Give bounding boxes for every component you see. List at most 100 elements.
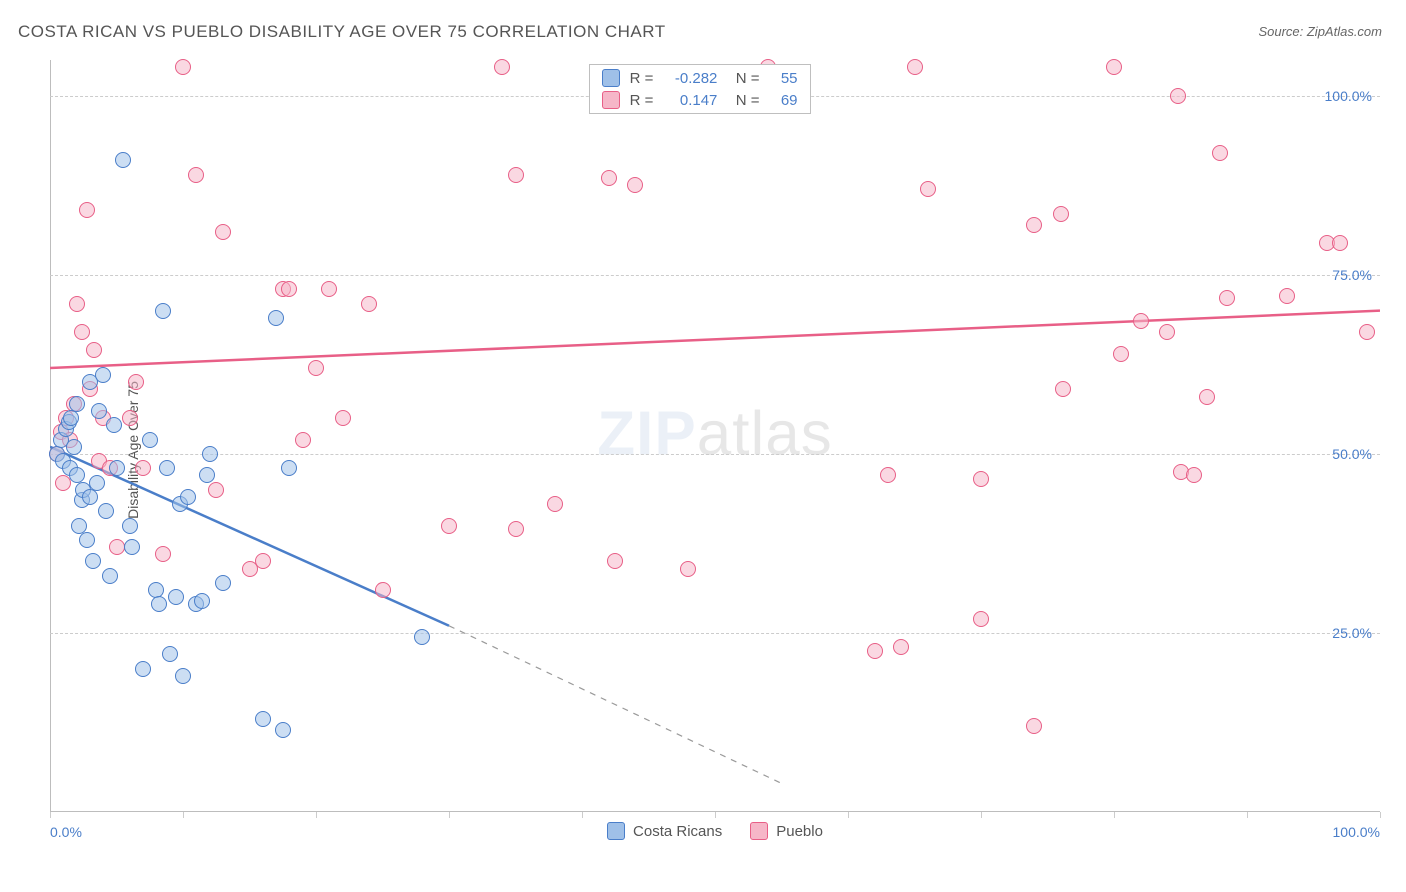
data-point	[199, 467, 215, 483]
data-point	[194, 593, 210, 609]
data-point	[1055, 381, 1071, 397]
data-point	[175, 59, 191, 75]
data-point	[215, 575, 231, 591]
data-point	[74, 324, 90, 340]
data-point	[335, 410, 351, 426]
x-tick	[1247, 812, 1248, 818]
data-point	[162, 646, 178, 662]
data-point	[102, 568, 118, 584]
data-point	[159, 460, 175, 476]
data-point	[1332, 235, 1348, 251]
data-point	[95, 367, 111, 383]
gridline	[50, 454, 1380, 455]
data-point	[255, 553, 271, 569]
stats-r-label: R =	[630, 92, 654, 109]
chart-title: COSTA RICAN VS PUEBLO DISABILITY AGE OVE…	[18, 22, 666, 42]
data-point	[973, 471, 989, 487]
data-point	[1133, 313, 1149, 329]
legend: Costa Ricans Pueblo	[50, 822, 1380, 840]
data-point	[63, 410, 79, 426]
data-point	[920, 181, 936, 197]
data-point	[91, 403, 107, 419]
data-point	[680, 561, 696, 577]
y-tick-label: 100.0%	[1325, 88, 1372, 104]
data-point	[308, 360, 324, 376]
data-point	[1186, 467, 1202, 483]
x-tick	[582, 812, 583, 818]
legend-swatch-pueblo	[750, 822, 768, 840]
data-point	[188, 167, 204, 183]
data-point	[115, 152, 131, 168]
x-tick	[981, 812, 982, 818]
stats-n-label: N =	[727, 70, 759, 87]
data-point	[1359, 324, 1375, 340]
gridline	[50, 275, 1380, 276]
source-prefix: Source:	[1258, 24, 1306, 39]
data-point	[1199, 389, 1215, 405]
data-point	[82, 489, 98, 505]
data-point	[151, 596, 167, 612]
stats-row-pueblo: R = 0.147 N = 69	[590, 89, 810, 111]
plot-area: Disability Age Over 75 ZIPatlas R = -0.2…	[50, 60, 1380, 840]
data-point	[122, 410, 138, 426]
data-point	[1053, 206, 1069, 222]
data-point	[1113, 346, 1129, 362]
data-point	[109, 539, 125, 555]
stats-n-value-0: 55	[770, 70, 798, 87]
x-tick-label: 0.0%	[50, 824, 82, 840]
data-point	[627, 177, 643, 193]
watermark-atlas: atlas	[697, 400, 833, 469]
data-point	[1279, 288, 1295, 304]
y-tick-label: 25.0%	[1332, 625, 1372, 641]
legend-swatch-costa-ricans	[607, 822, 625, 840]
trend-line-extrapolated	[449, 626, 782, 784]
x-tick	[316, 812, 317, 818]
stats-r-value-1: 0.147	[663, 92, 717, 109]
source-attribution: Source: ZipAtlas.com	[1258, 24, 1382, 39]
stats-n-label: N =	[727, 92, 759, 109]
data-point	[893, 639, 909, 655]
watermark-zip: ZIP	[597, 400, 696, 469]
data-point	[867, 643, 883, 659]
data-point	[180, 489, 196, 505]
source-link[interactable]: ZipAtlas.com	[1307, 24, 1382, 39]
data-point	[441, 518, 457, 534]
x-tick	[50, 812, 51, 818]
x-tick	[1114, 812, 1115, 818]
stats-box: R = -0.282 N = 55 R = 0.147 N = 69	[589, 64, 811, 114]
data-point	[255, 711, 271, 727]
data-point	[880, 467, 896, 483]
data-point	[89, 475, 105, 491]
data-point	[85, 553, 101, 569]
stats-r-label: R =	[630, 70, 654, 87]
stats-r-value-0: -0.282	[663, 70, 717, 87]
data-point	[1026, 718, 1042, 734]
data-point	[155, 546, 171, 562]
y-tick-label: 50.0%	[1332, 446, 1372, 462]
data-point	[508, 521, 524, 537]
data-point	[168, 589, 184, 605]
data-point	[109, 460, 125, 476]
trend-line	[50, 311, 1380, 368]
data-point	[135, 661, 151, 677]
legend-item-pueblo: Pueblo	[750, 822, 823, 840]
data-point	[907, 59, 923, 75]
y-axis-line	[50, 60, 51, 812]
data-point	[361, 296, 377, 312]
x-tick	[449, 812, 450, 818]
data-point	[215, 224, 231, 240]
data-point	[66, 439, 82, 455]
gridline	[50, 633, 1380, 634]
x-tick-label: 100.0%	[1333, 824, 1380, 840]
data-point	[1212, 145, 1228, 161]
data-point	[375, 582, 391, 598]
data-point	[155, 303, 171, 319]
data-point	[208, 482, 224, 498]
trend-lines	[50, 60, 1380, 840]
data-point	[973, 611, 989, 627]
data-point	[135, 460, 151, 476]
y-axis-label: Disability Age Over 75	[125, 381, 141, 519]
data-point	[268, 310, 284, 326]
stats-n-value-1: 69	[770, 92, 798, 109]
data-point	[607, 553, 623, 569]
